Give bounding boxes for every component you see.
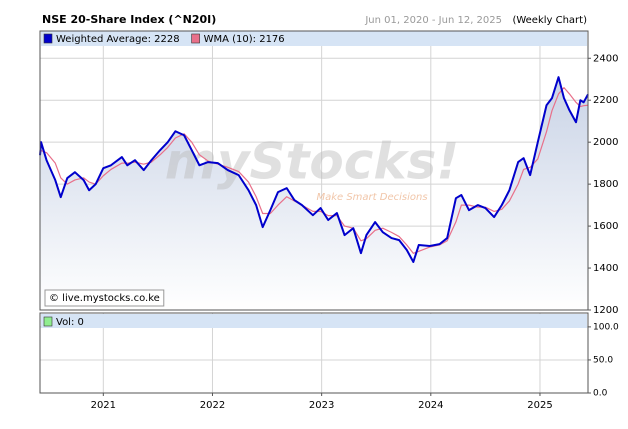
y-tick-label: 2200 (593, 95, 618, 106)
legend-bar (41, 314, 587, 328)
frequency: (Weekly Chart) (512, 15, 587, 26)
x-tick-label: 2023 (309, 400, 334, 411)
volume-panel: Vol: 0 0.0 50.0 100.0 2021 2022 2023 2024 2025 (39, 312, 619, 411)
x-tick-label: 2021 (91, 400, 116, 411)
y-tick-label: 100.0 (593, 322, 619, 332)
y-tick-label: 0.0 (593, 389, 608, 399)
legend-swatch (43, 33, 53, 44)
legend-swatch (191, 33, 200, 44)
date-range: Jun 01, 2020 - Jun 12, 2025 (364, 15, 502, 26)
x-tick-label: 2024 (418, 400, 443, 411)
y-tick-label: 1600 (593, 221, 618, 232)
y-tick-label: 1200 (593, 305, 618, 316)
y-tick-label: 1800 (593, 179, 618, 190)
legend-label: Vol: 0 (56, 317, 84, 328)
y-tick-label: 2400 (593, 53, 618, 64)
plot-border (39, 30, 589, 311)
legend-swatch (43, 316, 53, 327)
x-tick-label: 2022 (200, 400, 225, 411)
y-tick-label: 2000 (593, 137, 618, 148)
y-tick-label: 50.0 (593, 355, 613, 365)
price-panel: myStocks!Make Smart Decisions Weighted Av… (39, 30, 618, 316)
legend-label: Weighted Average: 2228 (56, 34, 180, 45)
area-fill (40, 77, 588, 310)
plot-border (39, 312, 589, 394)
source-label: © live.mystocks.co.ke (49, 293, 160, 304)
chart-title: NSE 20-Share Index (^N20I) (42, 13, 216, 26)
watermark: myStocks! (165, 133, 459, 191)
tagline: Make Smart Decisions (316, 192, 427, 203)
series-line (39, 76, 589, 263)
y-tick-label: 1400 (593, 263, 618, 274)
source-box (44, 289, 165, 307)
legend-bar (41, 31, 587, 46)
legend-label: WMA (10): 2176 (204, 34, 285, 45)
x-tick-label: 2025 (527, 400, 552, 411)
